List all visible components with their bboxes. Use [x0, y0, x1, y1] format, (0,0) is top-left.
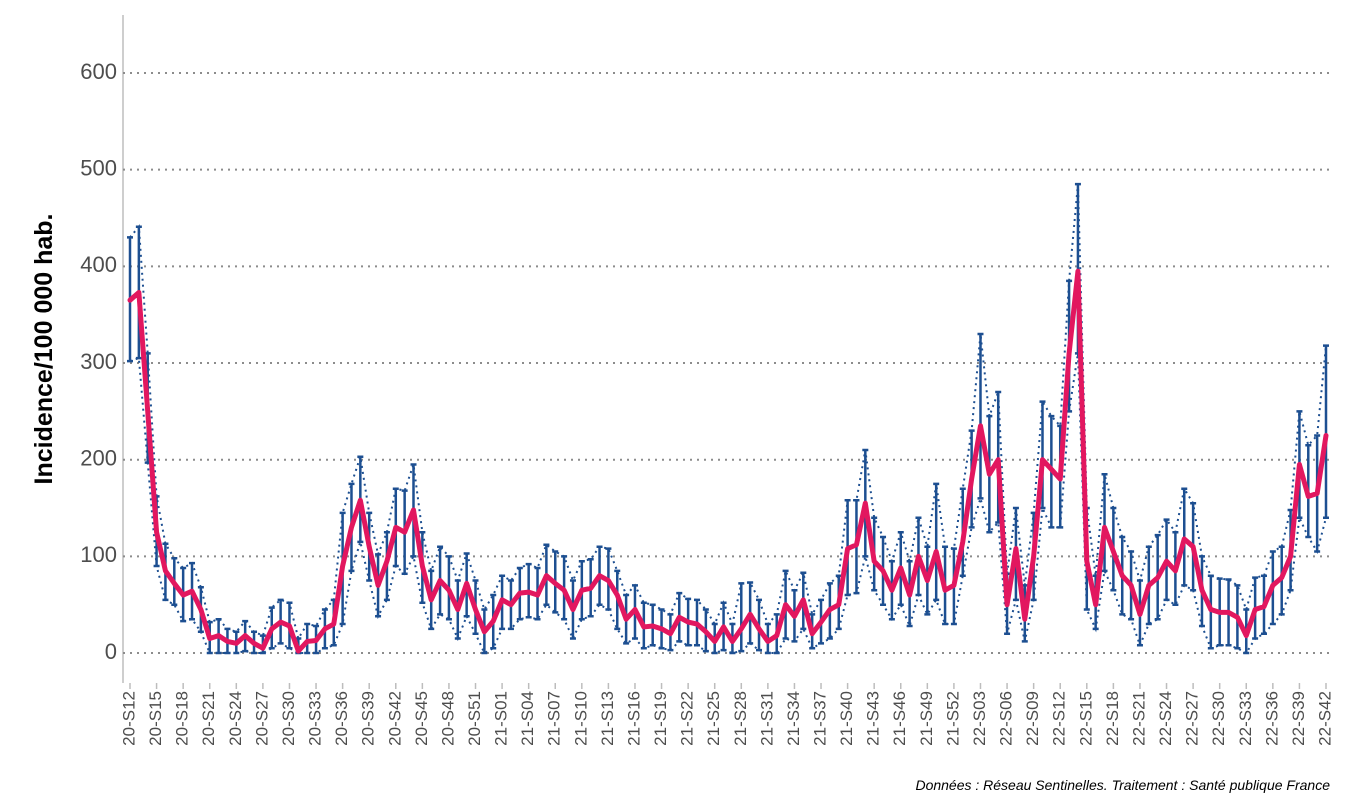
x-tick-label: 22-S39: [1289, 691, 1308, 746]
x-tick-label: 22-S09: [1023, 691, 1042, 746]
error-bar: [933, 482, 940, 602]
x-tick-label: 20-S51: [465, 691, 484, 746]
y-axis-title: Incidence/100 000 hab.: [30, 214, 58, 485]
error-bar: [304, 622, 311, 655]
x-tick-label: 22-S21: [1129, 691, 1148, 746]
incidence-line: [127, 268, 1329, 654]
x-tick-label: 22-S24: [1156, 691, 1175, 746]
x-tick-label: 22-S27: [1183, 691, 1202, 746]
x-tick-label: 20-S15: [146, 691, 165, 746]
y-tick-label: 500: [80, 155, 117, 180]
y-tick-label: 200: [80, 446, 117, 471]
x-tick-label: 21-S13: [598, 691, 617, 746]
x-tick-label: 21-S31: [757, 691, 776, 746]
x-tick-label: 22-S12: [1050, 691, 1069, 746]
x-tick-label: 20-S18: [173, 691, 192, 746]
error-bar: [738, 582, 745, 653]
x-tick-label: 21-S46: [890, 691, 909, 746]
x-tick-label: 20-S42: [385, 691, 404, 746]
x-tick-label: 20-S39: [359, 691, 378, 746]
x-tick-label: 20-S45: [412, 691, 431, 746]
x-tick-label: 22-S15: [1076, 691, 1095, 746]
y-tick-label: 600: [80, 59, 117, 84]
x-tick-label: 21-S19: [651, 691, 670, 746]
x-tick-label: 21-S28: [731, 691, 750, 746]
x-tick-label: 21-S52: [943, 691, 962, 746]
x-tick-label: 20-S21: [199, 691, 218, 746]
x-tick-label: 20-S48: [438, 691, 457, 746]
ci-bound-line: [129, 184, 1327, 642]
x-tick-label: 20-S27: [252, 691, 271, 746]
x-tick-label: 20-S36: [332, 691, 351, 746]
x-tick-label: 21-S37: [811, 691, 830, 746]
x-tick-label: 22-S06: [997, 691, 1016, 746]
y-tick-label: 100: [80, 542, 117, 567]
x-tick-label: 21-S04: [518, 691, 537, 746]
x-tick-label: 21-S34: [784, 691, 803, 746]
x-tick-label: 22-S18: [1103, 691, 1122, 746]
x-tick-label: 21-S40: [837, 691, 856, 746]
y-tick-label: 0: [105, 639, 117, 664]
x-tick-label: 21-S49: [917, 691, 936, 746]
x-tick-label: 21-S16: [624, 691, 643, 746]
error-bar: [1323, 344, 1329, 519]
y-tick-label: 400: [80, 252, 117, 277]
x-tick-label: 20-S33: [306, 691, 325, 746]
error-bar: [1101, 472, 1108, 573]
x-tick-label: 21-S25: [704, 691, 723, 746]
source-note: Données : Réseau Sentinelles. Traitement…: [915, 777, 1330, 793]
x-tick-label: 21-S43: [864, 691, 883, 746]
x-tick-label: 22-S03: [970, 691, 989, 746]
x-tick-label: 21-S10: [571, 691, 590, 746]
x-tick-label: 21-S01: [492, 691, 511, 746]
x-tick-label: 21-S07: [545, 691, 564, 746]
x-tick-label: 22-S33: [1236, 691, 1255, 746]
x-tick-label: 22-S30: [1209, 691, 1228, 746]
y-tick-label: 300: [80, 349, 117, 374]
x-tick-label: 20-S24: [226, 691, 245, 746]
x-tick-label: 22-S36: [1262, 691, 1281, 746]
x-tick-label: 22-S42: [1315, 691, 1334, 746]
x-tick-label: 20-S30: [279, 691, 298, 746]
x-tick-label: 21-S22: [678, 691, 697, 746]
x-tick-label: 20-S12: [119, 691, 138, 746]
ci-bound-line: [129, 353, 1327, 655]
error-bar: [977, 332, 984, 500]
